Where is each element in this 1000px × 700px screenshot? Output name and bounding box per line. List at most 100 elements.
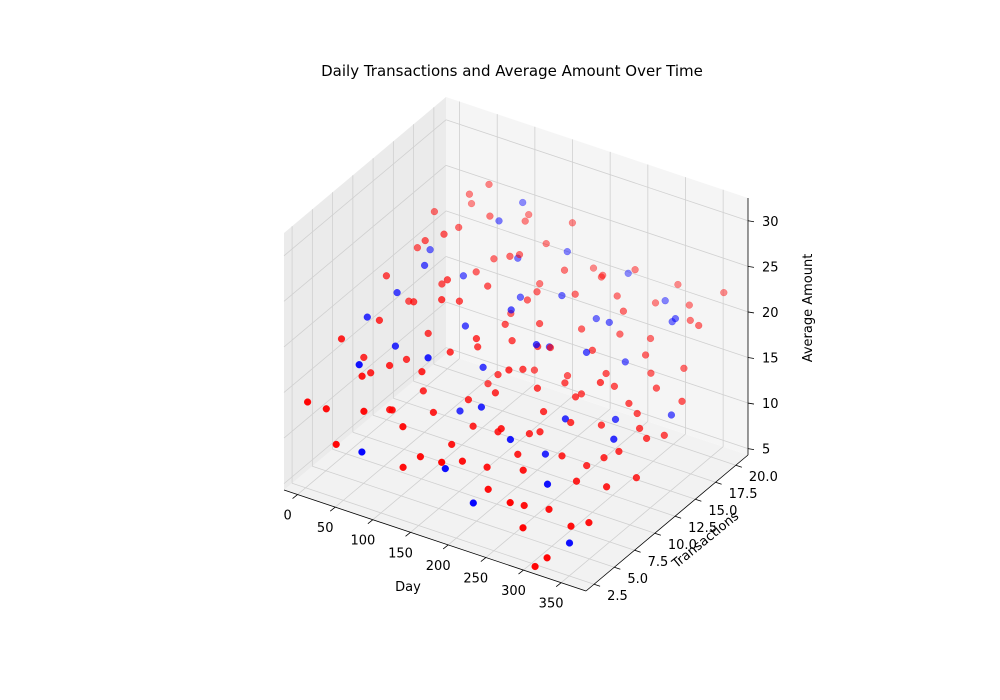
gridline-z-back [445,164,749,267]
gridline-x-floor [410,396,573,533]
blue-point [558,292,566,300]
blue-point [671,315,680,323]
red-point [485,180,493,189]
floor-pane [284,354,748,591]
x-tick-mark [518,569,524,575]
gridline-y-floor [433,363,736,466]
red-point [402,355,411,364]
gridline-x-floor [334,370,498,508]
red-point [571,393,580,401]
blue-point [421,261,429,270]
gridline-y-floor [393,397,696,500]
z-tick-label: 30 [762,215,779,230]
blue-point [519,198,527,207]
red-point [440,230,448,238]
red-point [519,524,527,532]
blue-point [424,354,432,362]
red-point [632,474,641,482]
red-point [531,562,539,571]
blue-point [506,435,515,444]
red-point [660,431,668,439]
red-point [539,408,548,416]
x-tick-mark [329,506,336,512]
y-tick-mark [654,532,661,536]
red-point [418,368,426,376]
blue-point [611,415,620,424]
red-point [419,387,427,395]
red-point [506,499,514,507]
red-point [465,190,474,198]
red-point [304,398,312,406]
red-point [680,364,688,372]
gridline-y-floor [291,482,595,585]
red-point [337,335,346,343]
red-point [616,330,624,338]
red-point [421,237,429,245]
x-tick-label: 200 [426,559,451,574]
y-tick-mark [614,566,621,570]
red-point [597,273,606,281]
red-point [508,337,516,345]
red-point [413,244,422,252]
axes-grid [283,101,749,585]
red-point [438,280,446,288]
red-point [472,335,481,343]
gridline-z-left [283,165,447,302]
y-tick-label: 5.0 [627,572,648,587]
red-point [484,380,492,388]
gridline-z-left [283,210,447,348]
z-tick-mark [747,402,755,405]
y-tick-mark [715,481,722,485]
red-point [585,518,593,527]
red-point [542,240,550,248]
blue-point [563,248,571,256]
red-point [615,447,623,456]
red-point [596,378,605,387]
y-tick-mark [634,549,641,553]
blue-point [456,407,464,415]
x-tick-label: 350 [539,597,564,612]
red-point [561,379,569,387]
red-point [424,329,432,338]
red-point [571,290,579,298]
red-point [536,280,544,288]
red-point [505,366,513,374]
y-tick-label: 15.0 [708,504,737,519]
red-point [399,423,407,431]
gridline-z-left [283,256,447,393]
red-point [546,344,555,352]
blue-point [469,499,477,507]
red-point [536,428,544,436]
blue-point [495,217,503,225]
red-point [558,452,566,460]
red-point [332,440,340,449]
x-axis-label: Day [395,580,421,595]
gridline-y-floor [332,448,635,551]
gridline-x-floor [485,421,649,558]
x-tick-label: 50 [317,521,334,536]
blue-point [605,318,613,327]
gridline-y-floor [413,380,716,483]
chart-title: Daily Transactions and Average Amount Ov… [321,62,703,80]
red-point [455,223,463,232]
red-point [635,424,644,433]
z-tick-label: 5 [762,443,770,458]
red-point [678,397,686,405]
red-point [358,372,366,380]
red-point [367,369,375,377]
gridline-y-floor [372,414,676,517]
red-point [491,389,500,397]
red-point [633,409,641,418]
red-point [388,406,396,414]
red-point [525,211,533,219]
y-tick-mark [735,464,742,468]
red-point [360,353,368,362]
red-point [430,208,439,216]
red-point [543,554,551,562]
red-point [560,266,569,274]
y-tick-mark [695,498,702,502]
red-point [474,343,482,351]
red-point [600,454,608,462]
gridline-z-left [283,119,447,257]
